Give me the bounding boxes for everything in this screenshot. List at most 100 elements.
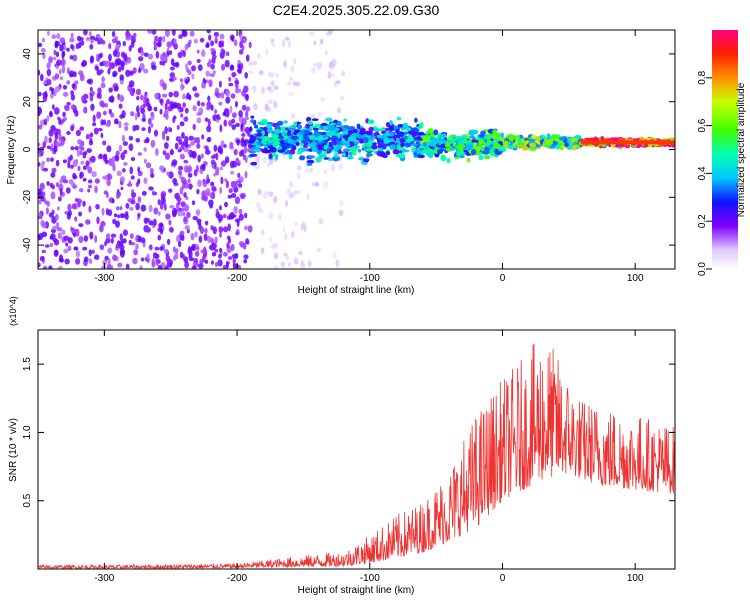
spectrogram-cell-0-882: [205, 178, 209, 185]
spectrogram-cell-2-452: [345, 141, 351, 148]
colorbar-ticks: 0.0 0.2 0.4 0.6 0.8: [697, 70, 712, 276]
spectrogram-cell-0-56: [61, 229, 66, 236]
spectrogram-cell-2-608: [371, 144, 378, 150]
spectrogram-cell-2-649: [382, 154, 388, 159]
spectrogram-cell-1-57: [282, 39, 285, 48]
spectrogram-cell-0-616: [75, 250, 80, 258]
spectrogram-cell-0-1146: [184, 204, 190, 212]
spectrogram-cell-2-587: [302, 135, 310, 140]
spectrogram-cell-4-263: [536, 135, 541, 142]
spectrogram-cell-0-914: [46, 145, 52, 150]
spectrogram-cell-0-569: [56, 33, 61, 40]
snr-xtick-label: 100: [627, 573, 644, 584]
spectrogram-cell-0-94: [186, 211, 191, 218]
spectrogram-cell-2-668: [405, 127, 412, 132]
spectrogram-cell-0-264: [198, 263, 204, 269]
spectrogram-cell-2-644: [310, 141, 317, 147]
spectrogram-cell-0-422: [206, 61, 212, 68]
spectrogram-cell-0-791: [66, 80, 71, 85]
spectrogram-cell-0-1043: [57, 232, 62, 240]
spectrogram-cell-0-1028: [207, 95, 211, 102]
spectrogram-cell-0-1033: [169, 226, 174, 233]
spectrogram-cell-0-1067: [96, 111, 102, 119]
spectrogram-cell-0-560: [99, 69, 104, 74]
spectrogram-cell-2-688: [351, 132, 359, 138]
spectrogram-cell-0-1099: [53, 91, 57, 97]
spectrogram-cell-0-229: [184, 107, 189, 114]
spectrogram-cell-0-473: [160, 165, 165, 173]
spectrogram-cell-1-111: [267, 71, 271, 77]
spectrogram-cell-0-771: [184, 225, 190, 231]
spectrogram-cell-0-402: [86, 148, 92, 154]
spectrogram-cell-0-330: [211, 57, 216, 64]
spectrogram-core-line: [582, 140, 675, 145]
spectrogram-cell-0-580: [147, 30, 153, 34]
spectrogram-cell-0-682: [88, 258, 93, 264]
spectrogram-cell-2-433: [389, 144, 396, 150]
spectrogram-cell-0-579: [94, 66, 99, 71]
spectrogram-cell-0-626: [114, 118, 119, 124]
spectrogram-cell-0-687: [218, 101, 223, 106]
spectrogram-cell-0-952: [70, 32, 74, 38]
spectrogram-cell-0-935: [103, 190, 108, 195]
spectrogram-cell-2-366: [396, 145, 402, 151]
spectrogram-cell-0-535: [76, 35, 82, 42]
spectrogram-cell-0-583: [52, 225, 57, 230]
spectrogram-cell-1-98: [271, 40, 276, 48]
snr-axes: -300 -200 -100 0 100 0.5 1.0 1.5: [22, 330, 675, 584]
spectrogram-cell-0-693: [215, 166, 220, 174]
spectrogram-cell-0-1159: [139, 62, 145, 71]
spectrogram-cell-0-814: [123, 122, 129, 127]
spectrogram-cell-0-799: [242, 37, 247, 44]
spectrogram-cell-0-866: [166, 50, 170, 57]
spectrogram-cell-0-807: [72, 71, 77, 78]
spectrogram-cell-0-309: [224, 59, 230, 68]
spectrogram-cell-0-1139: [120, 186, 124, 191]
spectrogram-cell-0-825: [214, 109, 218, 114]
spectrogram-cell-0-619: [106, 179, 111, 187]
spectrogram-cell-2-610: [364, 142, 373, 148]
spectrogram-cell-0-846: [219, 147, 224, 155]
spectrogram-cell-0-598: [50, 191, 56, 200]
spectrogram-cell-0-1145: [179, 230, 185, 236]
spectrogram-cell-0-678: [209, 73, 215, 78]
spectrogram-cell-0-404: [243, 146, 248, 154]
snr-frame: [37, 329, 676, 570]
spectrogram-cell-0-503: [40, 48, 46, 53]
spectrogram-cell-0-1084: [195, 138, 200, 143]
spectrogram-cell-0-1164: [124, 211, 129, 217]
spectrogram-cell-0-777: [42, 167, 49, 172]
spectrogram-cell-1-88: [273, 100, 278, 109]
spectrogram-cell-0-932: [137, 47, 142, 54]
spectrogram-cell-3-33: [446, 158, 451, 164]
spectrogram-cell-0-859: [171, 103, 177, 109]
spectrogram-cell-0-1130: [243, 242, 247, 250]
spectrogram-cell-2-676: [333, 140, 337, 146]
spectrogram-cell-0-673: [130, 157, 136, 161]
spectrogram-cell-0-1116: [239, 33, 243, 42]
spectrogram-cell-0-1135: [111, 198, 115, 204]
spectrogram-cell-0-744: [147, 117, 152, 125]
spectrogram-cell-0-790: [222, 112, 227, 116]
spectrogram-cell-1-103: [331, 73, 335, 78]
spectrogram-cell-0-880: [235, 122, 240, 128]
spectrogram-cell-0-946: [38, 162, 41, 167]
spectrogram-cell-0-327: [38, 234, 41, 241]
spectrogram-cell-0-132: [180, 207, 186, 212]
spectrogram-cell-3-296: [462, 138, 468, 142]
spectrogram-cell-0-3: [220, 63, 226, 71]
spectrogram-cell-3-316: [473, 142, 478, 146]
spectrogram-cell-0-378: [202, 254, 206, 263]
spectrogram-cell-0-908: [54, 40, 58, 48]
spectrogram-cell-0-391: [86, 37, 90, 42]
spectrogram-cell-0-1008: [69, 73, 74, 78]
spectrogram-cell-0-734: [183, 182, 189, 189]
spectrogram-cell-0-995: [38, 212, 42, 218]
spectrogram-cell-0-486: [74, 109, 79, 117]
spectrogram-ylabel: Frequency (Hz): [6, 116, 17, 185]
spectrogram-cell-1-7: [322, 181, 329, 190]
spectrogram-cell-3-306: [455, 156, 460, 160]
spectrogram-cell-2-467: [342, 152, 346, 157]
spectrogram-cell-0-219: [101, 40, 106, 45]
spectrogram-cell-0-481: [55, 128, 62, 135]
